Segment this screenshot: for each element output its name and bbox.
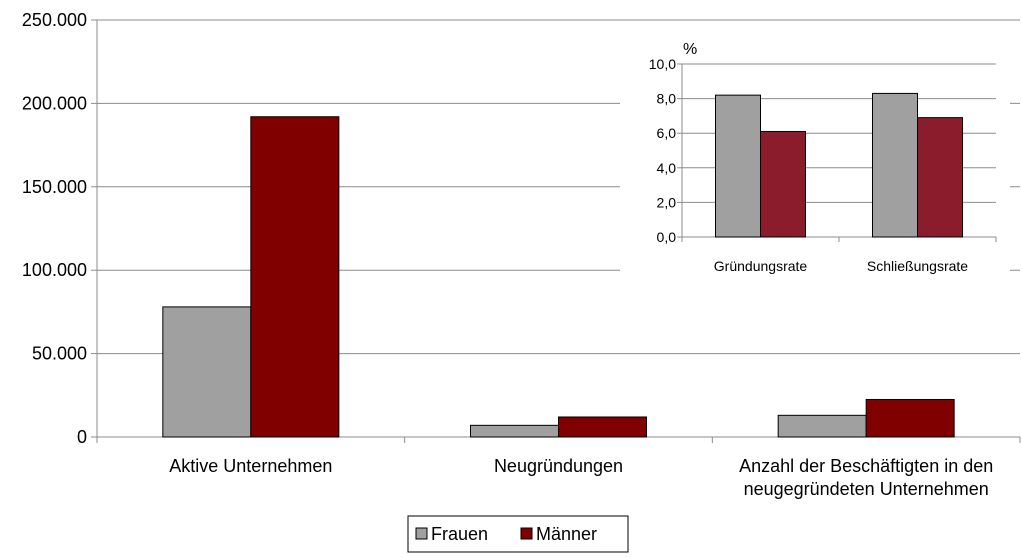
legend-swatch-männer (520, 527, 533, 540)
main-bar-männer (558, 416, 647, 438)
inset-y-tick-label: 2,0 (657, 194, 677, 210)
main-x-tick-label: Anzahl der Beschäftigten in den (739, 456, 993, 476)
legend-swatch-frauen (415, 527, 428, 540)
main-x-tick-label: Aktive Unternehmen (169, 456, 332, 476)
main-x-tick-label: Neugründungen (494, 456, 623, 476)
legend-label-frauen: Frauen (431, 524, 488, 544)
inset-bar-männer (760, 130, 806, 238)
main-y-tick-label: 250.000 (22, 10, 87, 30)
main-bar-frauen (470, 424, 559, 438)
main-y-tick-label: 200.000 (22, 93, 87, 113)
main-bar-männer (865, 398, 955, 438)
inset-y-tick-label: 4,0 (657, 160, 677, 176)
main-bar-frauen (777, 414, 867, 438)
inset-x-tick-label: Gründungsrate (714, 258, 808, 274)
inset-bar-frauen (872, 92, 918, 238)
main-bar-frauen (162, 306, 252, 438)
main-bar-männer (250, 116, 340, 438)
inset-y-tick-label: 10,0 (649, 56, 676, 72)
inset-bar-männer (917, 117, 963, 238)
inset-y-tick-label: 8,0 (657, 91, 677, 107)
inset-y-axis-label: % (683, 41, 697, 58)
main-y-tick-label: 150.000 (22, 177, 87, 197)
legend-box (407, 515, 629, 553)
main-y-tick-label: 0 (77, 427, 87, 447)
legend-label-männer: Männer (536, 524, 597, 544)
main-x-tick-label: neugegründeten Unternehmen (744, 479, 989, 499)
main-y-tick-label: 50.000 (32, 344, 87, 364)
inset-y-tick-label: 6,0 (657, 125, 677, 141)
inset-bar-frauen (715, 94, 761, 238)
main-y-tick-label: 100.000 (22, 260, 87, 280)
inset-x-tick-label: Schließungsrate (867, 258, 968, 274)
inset-y-tick-label: 0,0 (657, 229, 677, 245)
